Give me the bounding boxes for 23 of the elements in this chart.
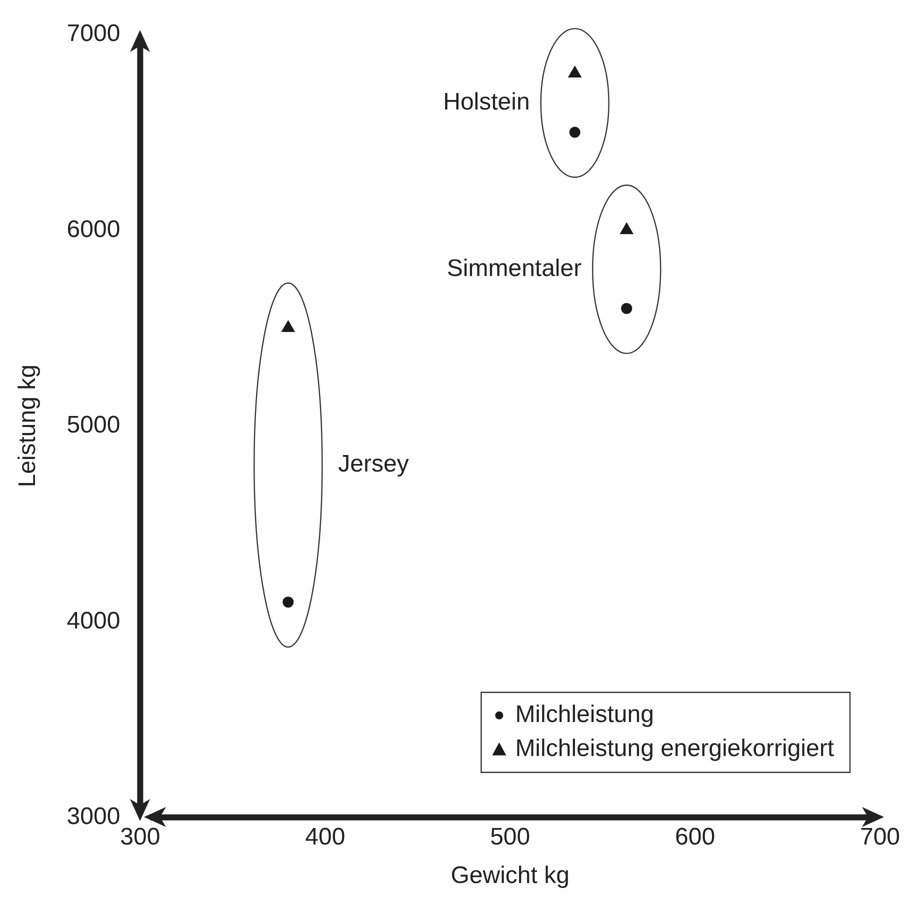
point: [621, 302, 632, 314]
annotation: Simmentaler: [446, 254, 582, 282]
legend-label: Milchleistung energiekorrigiert: [515, 735, 834, 762]
x-tick-label: 600: [675, 823, 716, 850]
y-tick-label: 6000: [66, 216, 120, 243]
annotation: Holstein: [443, 88, 530, 116]
y-tick-label: 4000: [66, 607, 120, 634]
x-tick-label: 500: [490, 823, 530, 850]
x-tick-label: 700: [860, 823, 900, 850]
x-tick-label: 400: [305, 823, 346, 850]
legend-label: Milchleistung: [515, 701, 654, 728]
x-tick-label: 300: [120, 823, 160, 850]
y-tick-label: 7000: [66, 20, 120, 48]
point: [620, 222, 634, 234]
point: [282, 320, 295, 332]
annotation: Jersey: [338, 450, 409, 478]
y-tick-label: 3000: [66, 803, 120, 830]
point: [282, 596, 294, 608]
point: [569, 126, 580, 138]
x-axis-title: Gewicht kg: [450, 862, 570, 890]
y-axis-title: Leistung kg: [14, 364, 42, 488]
point: [568, 66, 582, 78]
y-tick-label: 5000: [66, 412, 120, 439]
